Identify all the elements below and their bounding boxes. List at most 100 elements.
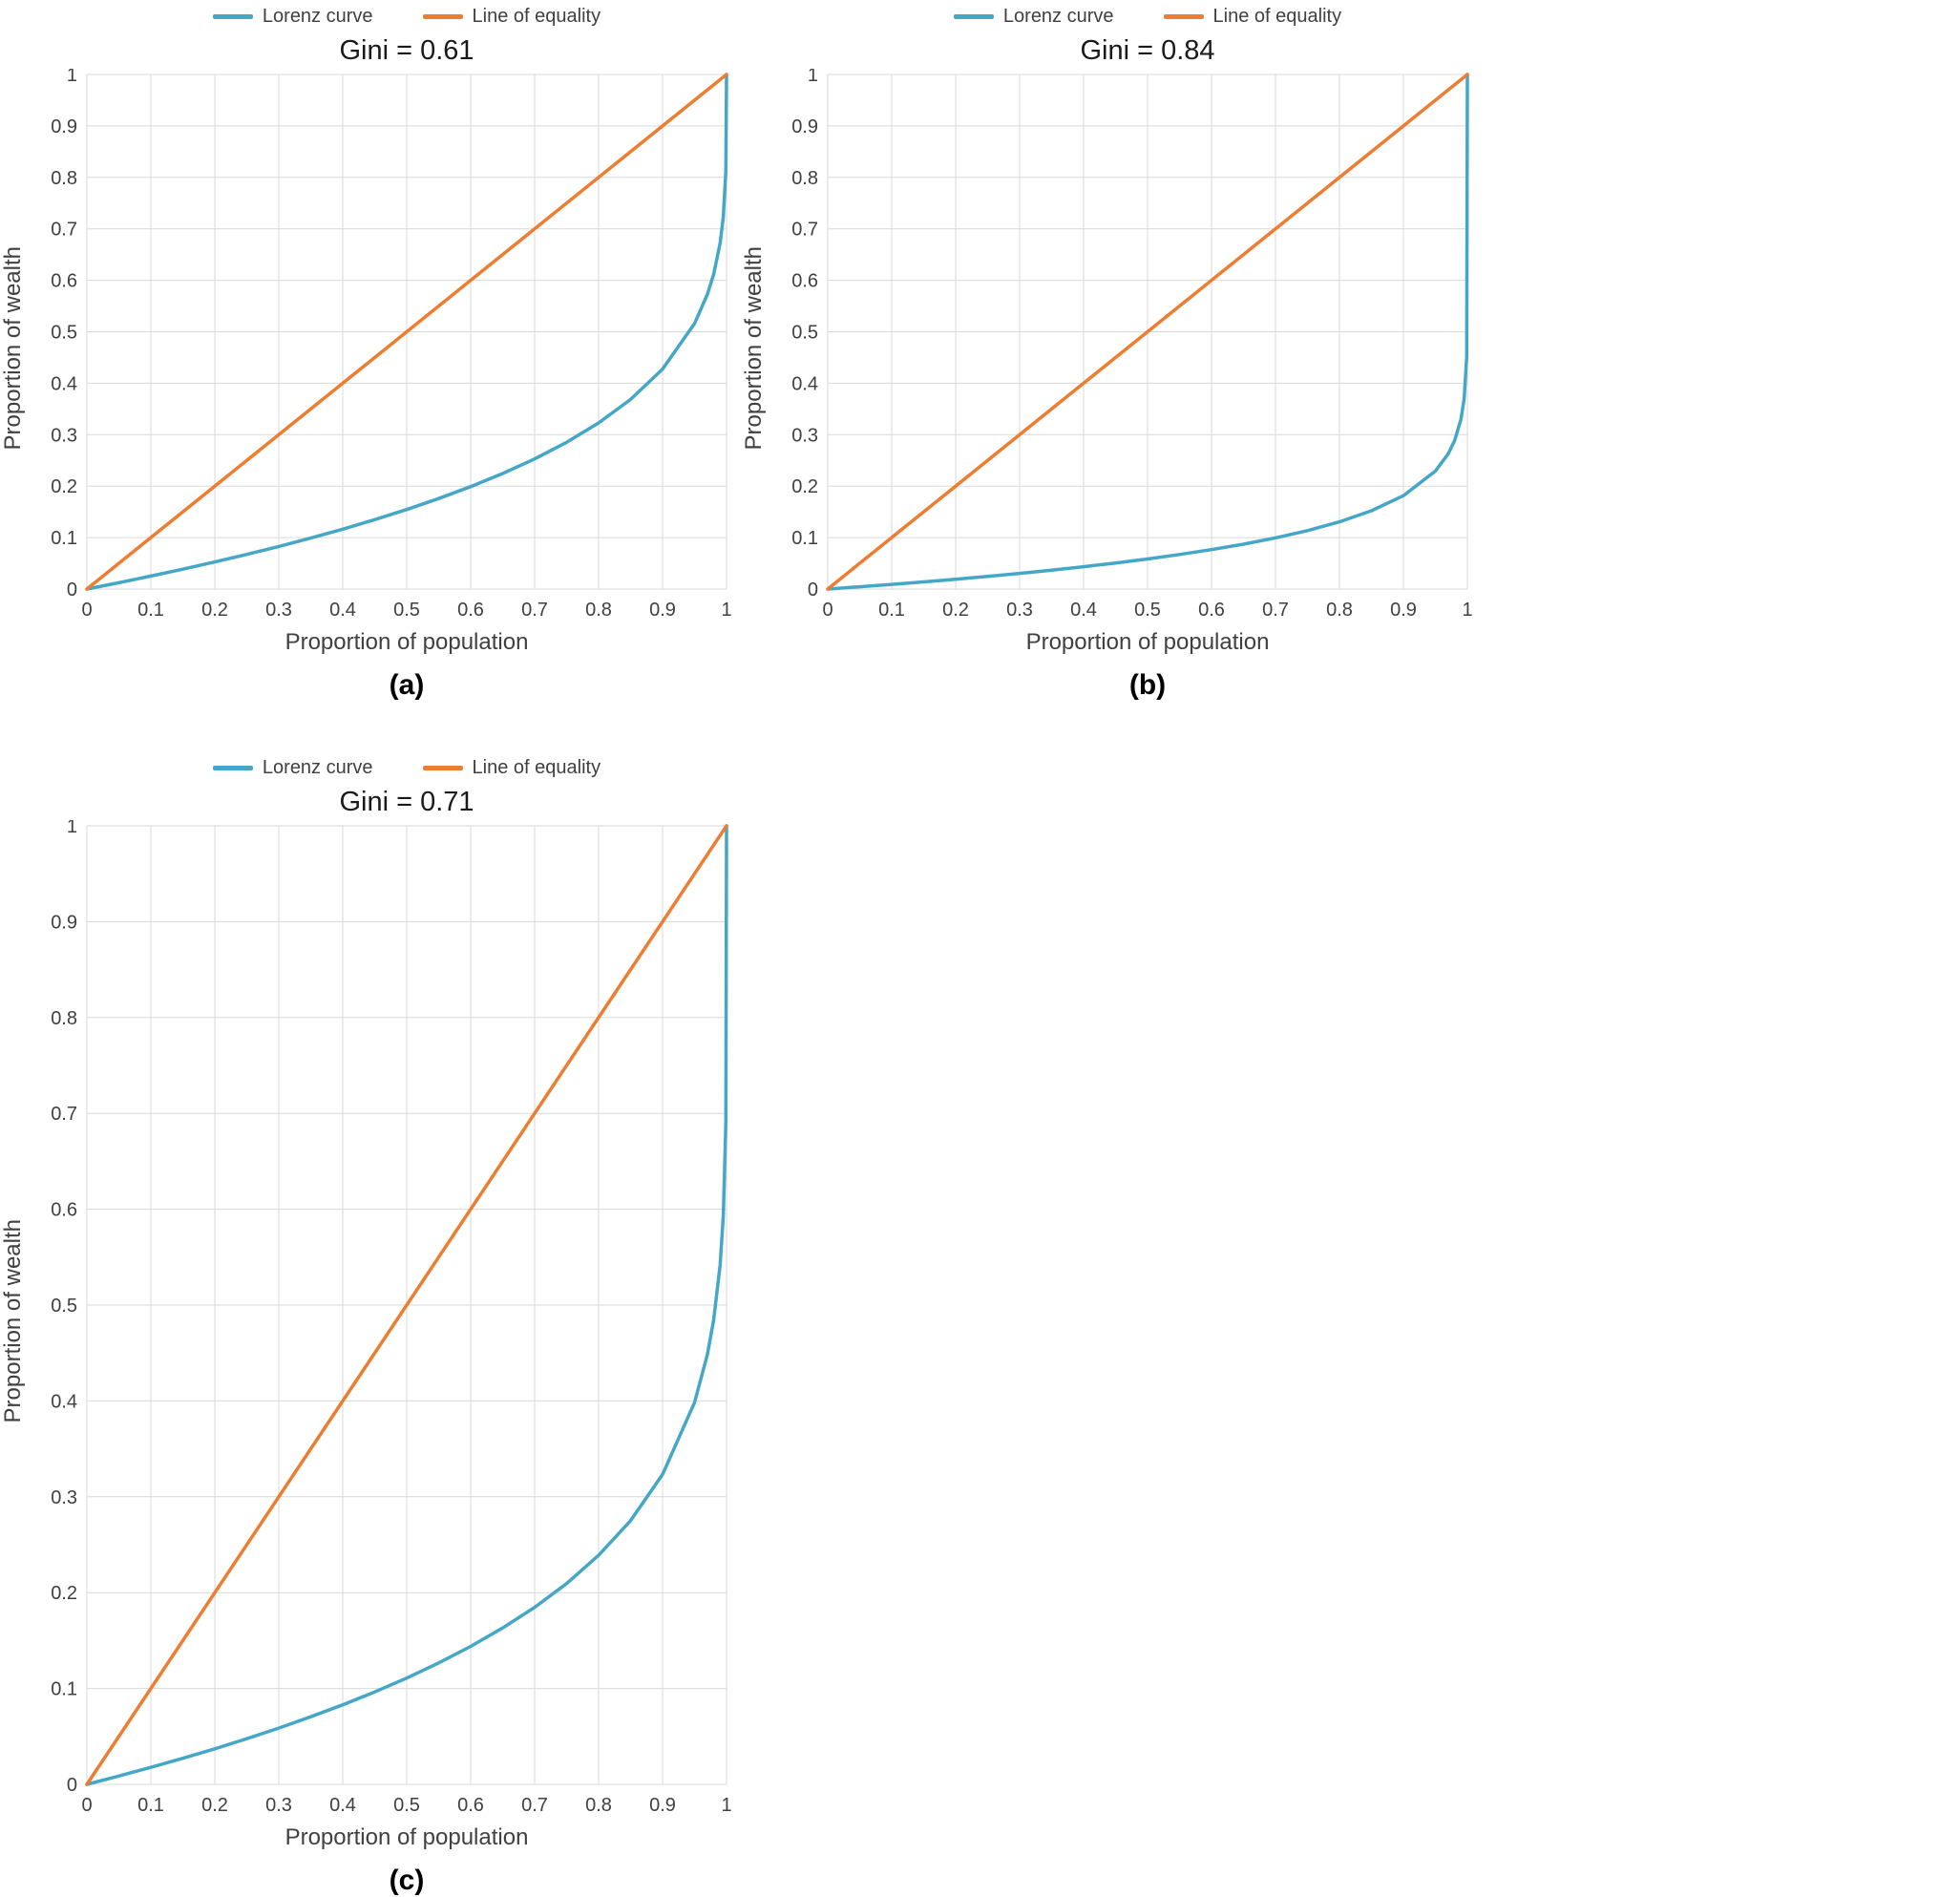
svg-text:0.8: 0.8 <box>1326 600 1353 621</box>
svg-text:0.6: 0.6 <box>51 1200 77 1221</box>
svg-text:0.3: 0.3 <box>1006 600 1033 621</box>
svg-text:0.2: 0.2 <box>51 1583 77 1604</box>
plot-row: Proportion of wealth 0 0 0.1 0.1 0.2 0.2 0.3 0.… <box>0 69 741 627</box>
y-axis-title: Proportion of wealth <box>0 1219 26 1423</box>
svg-text:0.2: 0.2 <box>942 600 969 621</box>
svg-text:0.5: 0.5 <box>51 1296 77 1317</box>
chart-title: Gini = 0.71 <box>339 787 474 817</box>
chart-title: Gini = 0.61 <box>339 35 474 66</box>
svg-text:0.5: 0.5 <box>393 600 420 621</box>
bottom-row: Lorenz curve Line of equality Gini = 0.7… <box>0 751 1960 1897</box>
svg-text:0.3: 0.3 <box>265 1795 292 1816</box>
legend-label-lorenz: Lorenz curve <box>262 757 373 778</box>
top-row: Lorenz curve Line of equality Gini = 0.6… <box>0 0 1960 702</box>
svg-text:0.9: 0.9 <box>1390 600 1417 621</box>
svg-text:1: 1 <box>808 69 818 86</box>
svg-text:0.6: 0.6 <box>457 600 484 621</box>
svg-text:0.7: 0.7 <box>791 220 818 241</box>
x-axis-title: Proportion of population <box>1025 629 1270 655</box>
svg-text:0.9: 0.9 <box>51 912 77 933</box>
svg-text:0.5: 0.5 <box>791 323 818 344</box>
svg-text:0.2: 0.2 <box>201 600 228 621</box>
svg-text:0.9: 0.9 <box>51 116 77 137</box>
legend: Lorenz curve Line of equality <box>212 6 601 28</box>
legend-item-equality: Line of equality <box>422 6 601 28</box>
svg-text:0.7: 0.7 <box>521 600 548 621</box>
svg-text:0: 0 <box>808 580 818 601</box>
y-axis-title: Proportion of wealth <box>0 245 26 451</box>
legend-label-lorenz: Lorenz curve <box>262 6 373 27</box>
x-axis-title: Proportion of population <box>285 1824 529 1850</box>
svg-text:0.4: 0.4 <box>329 1795 356 1816</box>
svg-text:0.8: 0.8 <box>51 168 77 189</box>
svg-text:0.9: 0.9 <box>791 116 818 137</box>
svg-text:0.4: 0.4 <box>791 373 818 394</box>
chart-b: Lorenz curve Line of equality Gini = 0.8… <box>741 0 1482 702</box>
svg-text:0: 0 <box>67 580 77 601</box>
plot-row: Proportion of wealth 0 0 0.1 0.1 0.2 0.2 0.3 0.… <box>741 69 1482 627</box>
chart-a: Lorenz curve Line of equality Gini = 0.6… <box>0 0 741 702</box>
svg-text:0.6: 0.6 <box>457 1795 484 1816</box>
svg-text:0.9: 0.9 <box>649 600 676 621</box>
svg-text:0.7: 0.7 <box>521 1795 548 1816</box>
svg-text:0: 0 <box>81 1795 92 1816</box>
svg-text:1: 1 <box>67 820 77 837</box>
svg-text:0.5: 0.5 <box>51 323 77 344</box>
plot-area: 00 0.1 0.1 0.2 0.2 0.3 0.3 0.4 0.4 0.5 0.5 0.6 0.6 0.… <box>791 69 1472 621</box>
svg-text:0.3: 0.3 <box>265 600 292 621</box>
svg-text:0.1: 0.1 <box>137 600 164 621</box>
chart-c: Lorenz curve Line of equality Gini = 0.7… <box>0 751 741 1897</box>
svg-text:0.6: 0.6 <box>1198 600 1225 621</box>
svg-text:0.3: 0.3 <box>51 425 77 446</box>
lorenz-line-swatch-icon <box>953 14 994 19</box>
legend-label-lorenz: Lorenz curve <box>1002 6 1114 27</box>
legend-item-lorenz: Lorenz curve <box>212 757 373 779</box>
svg-text:0.4: 0.4 <box>51 1391 77 1412</box>
plot-area: 00 0.1 0.1 0.2 0.2 0.3 0.3 0.4 0.4 0.5 0.5 0.6 0.6 0.… <box>51 69 731 621</box>
x-axis-title: Proportion of population <box>285 629 529 655</box>
svg-text:0.6: 0.6 <box>51 271 77 292</box>
equality-line-swatch-icon <box>1163 14 1204 19</box>
legend-item-lorenz: Lorenz curve <box>212 6 373 28</box>
legend-item-equality: Line of equality <box>1163 6 1342 28</box>
svg-text:0: 0 <box>81 600 92 621</box>
svg-text:0.4: 0.4 <box>51 373 77 394</box>
legend-item-equality: Line of equality <box>422 757 601 779</box>
svg-text:0.2: 0.2 <box>51 476 77 497</box>
svg-text:1: 1 <box>1462 600 1472 621</box>
svg-text:0.8: 0.8 <box>51 1008 77 1029</box>
chart-caption: (b) <box>1128 669 1167 701</box>
svg-text:0.9: 0.9 <box>649 1795 676 1816</box>
legend-label-equality: Line of equality <box>472 6 601 27</box>
svg-text:0.7: 0.7 <box>51 1104 77 1125</box>
svg-text:0.1: 0.1 <box>51 1679 77 1700</box>
svg-text:0.4: 0.4 <box>329 600 356 621</box>
plot-area: 00 0.1 0.1 0.2 0.2 0.3 0.3 0.4 0.4 0.5 0.5 0.6 0.6 0.… <box>51 820 731 1816</box>
svg-text:0.1: 0.1 <box>791 528 818 549</box>
svg-text:0.7: 0.7 <box>51 220 77 241</box>
svg-text:0.4: 0.4 <box>1070 600 1097 621</box>
svg-text:0.3: 0.3 <box>791 425 818 446</box>
svg-text:0.5: 0.5 <box>1134 600 1161 621</box>
svg-text:0.8: 0.8 <box>791 168 818 189</box>
legend-label-equality: Line of equality <box>472 757 601 778</box>
plot-row: Proportion of wealth 0 0 0.1 0.1 0.2 0.2 0.3 0.… <box>0 820 741 1823</box>
lorenz-line-swatch-icon <box>212 14 253 19</box>
svg-text:0.8: 0.8 <box>585 600 612 621</box>
equality-line-swatch-icon <box>422 766 463 770</box>
equality-line-swatch-icon <box>422 14 463 19</box>
svg-text:1: 1 <box>67 69 77 86</box>
legend-label-equality: Line of equality <box>1212 6 1342 27</box>
legend: Lorenz curve Line of equality <box>953 6 1342 28</box>
svg-text:1: 1 <box>721 1795 731 1816</box>
svg-text:0: 0 <box>822 600 832 621</box>
svg-text:0.1: 0.1 <box>137 1795 164 1816</box>
chart-title: Gini = 0.84 <box>1080 35 1215 66</box>
svg-text:1: 1 <box>721 600 731 621</box>
svg-text:0.2: 0.2 <box>201 1795 228 1816</box>
svg-text:0.8: 0.8 <box>585 1795 612 1816</box>
svg-text:0.1: 0.1 <box>878 600 905 621</box>
lorenz-line-swatch-icon <box>212 766 253 770</box>
chart-caption: (c) <box>389 1865 425 1896</box>
svg-text:0.7: 0.7 <box>1262 600 1289 621</box>
